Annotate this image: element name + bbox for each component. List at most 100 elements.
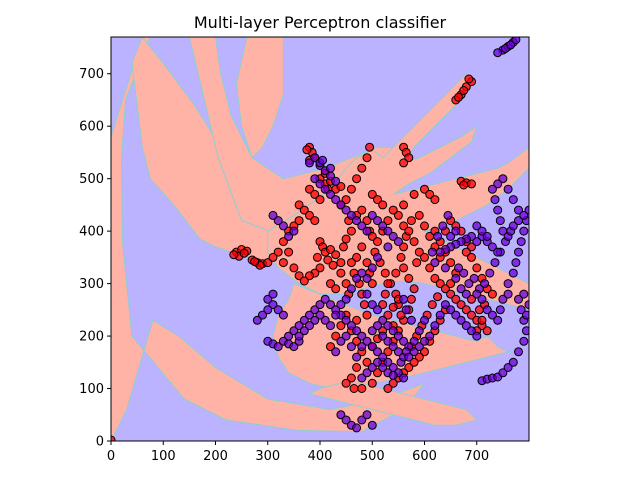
data-point-purple-6 bbox=[493, 48, 503, 58]
data-point-red-162 bbox=[383, 384, 393, 393]
data-point-red-71 bbox=[349, 384, 359, 393]
data-point-purple-13 bbox=[508, 357, 518, 367]
data-point-red-28 bbox=[336, 182, 346, 191]
data-point-red-184 bbox=[289, 263, 299, 273]
data-point-purple-58 bbox=[495, 305, 505, 315]
data-point-purple-226 bbox=[477, 226, 487, 236]
data-point-red-195 bbox=[472, 263, 482, 273]
data-point-purple-204 bbox=[404, 352, 414, 362]
data-point-red-168 bbox=[433, 292, 443, 302]
data-point-red-189 bbox=[336, 268, 346, 278]
data-point-purple-199 bbox=[388, 342, 398, 352]
plot-area bbox=[110, 36, 530, 442]
data-point-purple-197 bbox=[378, 331, 388, 341]
data-point-purple-184 bbox=[367, 363, 377, 372]
data-point-purple-53 bbox=[472, 289, 482, 299]
data-point-red-40 bbox=[315, 263, 325, 273]
data-point-red-144 bbox=[467, 294, 476, 304]
data-point-purple-233 bbox=[524, 205, 529, 215]
data-point-purple-135 bbox=[357, 221, 367, 231]
data-point-purple-51 bbox=[456, 284, 466, 294]
data-point-red-48 bbox=[346, 226, 356, 236]
data-point-purple-148 bbox=[352, 273, 362, 283]
data-point-purple-143 bbox=[383, 242, 393, 252]
data-point-purple-157 bbox=[305, 321, 314, 331]
data-point-purple-43 bbox=[485, 268, 495, 278]
data-point-red-211 bbox=[357, 163, 367, 173]
data-point-red-187 bbox=[326, 279, 335, 289]
data-point-purple-146 bbox=[362, 273, 372, 283]
data-point-red-76 bbox=[383, 347, 393, 357]
data-point-purple-12 bbox=[503, 363, 513, 372]
data-point-red-115 bbox=[404, 226, 414, 236]
data-point-red-131 bbox=[440, 284, 450, 294]
data-point-purple-60 bbox=[503, 289, 513, 299]
data-point-purple-191 bbox=[346, 342, 356, 352]
data-point-red-42 bbox=[305, 271, 314, 281]
data-point-purple-130 bbox=[331, 195, 341, 205]
data-point-purple-171 bbox=[420, 336, 429, 346]
data-point-purple-151 bbox=[336, 300, 346, 310]
x-tick-label-5: 500 bbox=[360, 449, 385, 464]
data-point-red-51 bbox=[357, 205, 367, 215]
data-point-red-67 bbox=[362, 357, 372, 367]
data-point-purple-128 bbox=[320, 184, 330, 194]
data-point-purple-82 bbox=[252, 315, 262, 325]
y-tick-label-2: 200 bbox=[79, 330, 104, 345]
data-point-purple-141 bbox=[388, 231, 398, 241]
data-point-purple-106 bbox=[367, 342, 377, 352]
data-point-purple-225 bbox=[472, 221, 482, 231]
data-point-purple-210 bbox=[399, 294, 409, 304]
data-point-purple-154 bbox=[320, 315, 330, 325]
data-point-purple-139 bbox=[378, 221, 388, 231]
data-point-purple-145 bbox=[367, 263, 377, 273]
data-point-purple-52 bbox=[461, 289, 471, 299]
data-point-purple-217 bbox=[318, 155, 328, 165]
data-point-red-222 bbox=[331, 331, 341, 341]
data-point-purple-190 bbox=[357, 342, 367, 352]
data-point-purple-218 bbox=[326, 163, 335, 173]
data-point-purple-49 bbox=[454, 263, 463, 273]
data-point-red-175 bbox=[315, 195, 325, 205]
data-point-purple-186 bbox=[378, 363, 388, 372]
data-point-red-218 bbox=[305, 210, 314, 220]
data-point-red-181 bbox=[273, 247, 283, 257]
data-point-purple-208 bbox=[406, 315, 416, 325]
data-point-red-46 bbox=[339, 242, 348, 252]
data-point-purple-188 bbox=[388, 370, 398, 380]
data-point-red-185 bbox=[294, 271, 304, 281]
data-point-purple-209 bbox=[401, 305, 411, 315]
data-point-red-141 bbox=[477, 315, 487, 325]
data-point-red-33 bbox=[459, 180, 469, 190]
data-point-purple-42 bbox=[490, 258, 500, 268]
data-point-red-68 bbox=[352, 363, 362, 372]
data-point-purple-223 bbox=[438, 221, 448, 231]
data-point-purple-44 bbox=[480, 279, 490, 289]
data-point-purple-207 bbox=[420, 315, 429, 325]
data-point-red-177 bbox=[294, 216, 304, 226]
data-point-red-155 bbox=[420, 347, 429, 357]
data-point-purple-221 bbox=[427, 247, 437, 257]
data-point-red-82 bbox=[409, 284, 419, 294]
data-point-red-81 bbox=[406, 294, 416, 304]
data-point-purple-198 bbox=[383, 336, 393, 346]
data-point-red-88 bbox=[399, 221, 409, 231]
data-point-red-43 bbox=[328, 260, 338, 270]
data-point-purple-107 bbox=[373, 347, 382, 357]
data-point-purple-73 bbox=[446, 231, 456, 241]
data-point-red-108 bbox=[367, 279, 377, 289]
data-point-purple-113 bbox=[336, 410, 346, 420]
data-point-red-86 bbox=[399, 242, 409, 252]
data-point-purple-15 bbox=[519, 336, 529, 346]
data-point-red-100 bbox=[396, 310, 406, 320]
data-point-purple-108 bbox=[378, 352, 388, 362]
data-point-purple-133 bbox=[346, 210, 356, 220]
data-point-purple-231 bbox=[514, 216, 523, 226]
data-point-red-127 bbox=[420, 252, 429, 262]
data-point-purple-232 bbox=[519, 210, 529, 220]
data-point-red-188 bbox=[331, 284, 341, 294]
chart-title: Multi-layer Perceptron classifier bbox=[194, 13, 447, 32]
scatter-points bbox=[111, 37, 529, 441]
data-point-red-219 bbox=[310, 216, 320, 226]
